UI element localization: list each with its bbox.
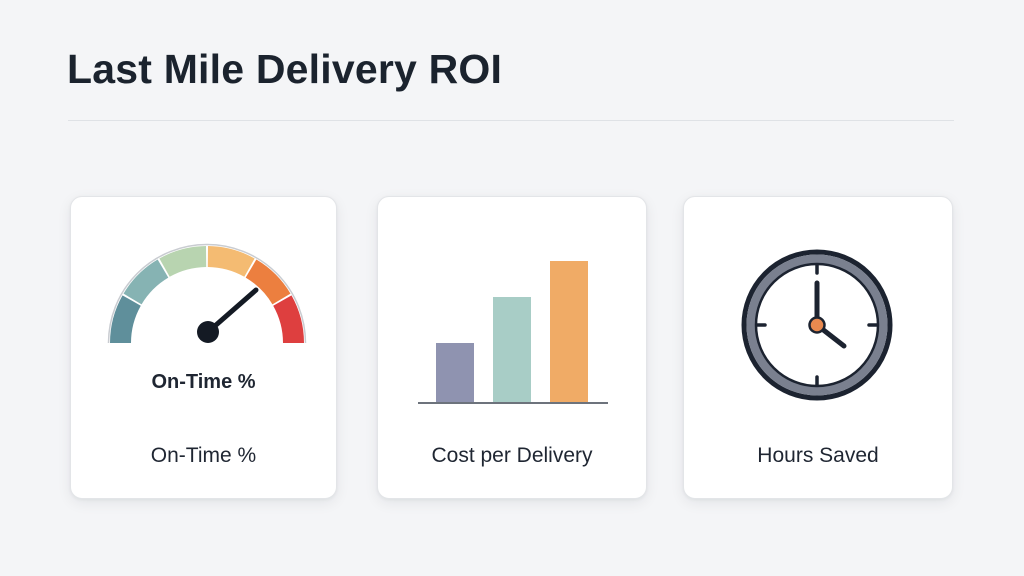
bar-medium [493,297,531,403]
gauge-segment [110,295,141,343]
gauge-hub [197,321,219,343]
page-title: Last Mile Delivery ROI [67,46,503,92]
on-time-card[interactable]: On-Time % On-Time % [70,196,337,499]
bar-chart-icon [418,261,608,404]
hours-saved-card[interactable]: Hours Saved [683,196,953,499]
clock-bezel [746,254,888,396]
gauge-segment [245,259,291,305]
gauge-segment [273,295,304,343]
bar-small [436,343,474,403]
gauge-segment [207,246,255,277]
clock-center-dot [808,316,826,334]
card-label-cost: Cost per Delivery [431,444,593,467]
gauge-segment [123,259,169,305]
gauge-icon [107,243,307,344]
title-divider [68,120,954,121]
gauge-segment [159,246,207,277]
bar-large [550,261,588,403]
clock-icon [741,249,893,401]
gauge-segments [107,243,307,344]
gauge-rim [107,243,307,344]
gauge-caption: On-Time % [151,371,256,393]
cost-per-delivery-card[interactable]: Cost per Delivery [377,196,647,499]
card-label-hours: Hours Saved [757,444,879,467]
card-label-on-time: On-Time % [150,444,257,467]
